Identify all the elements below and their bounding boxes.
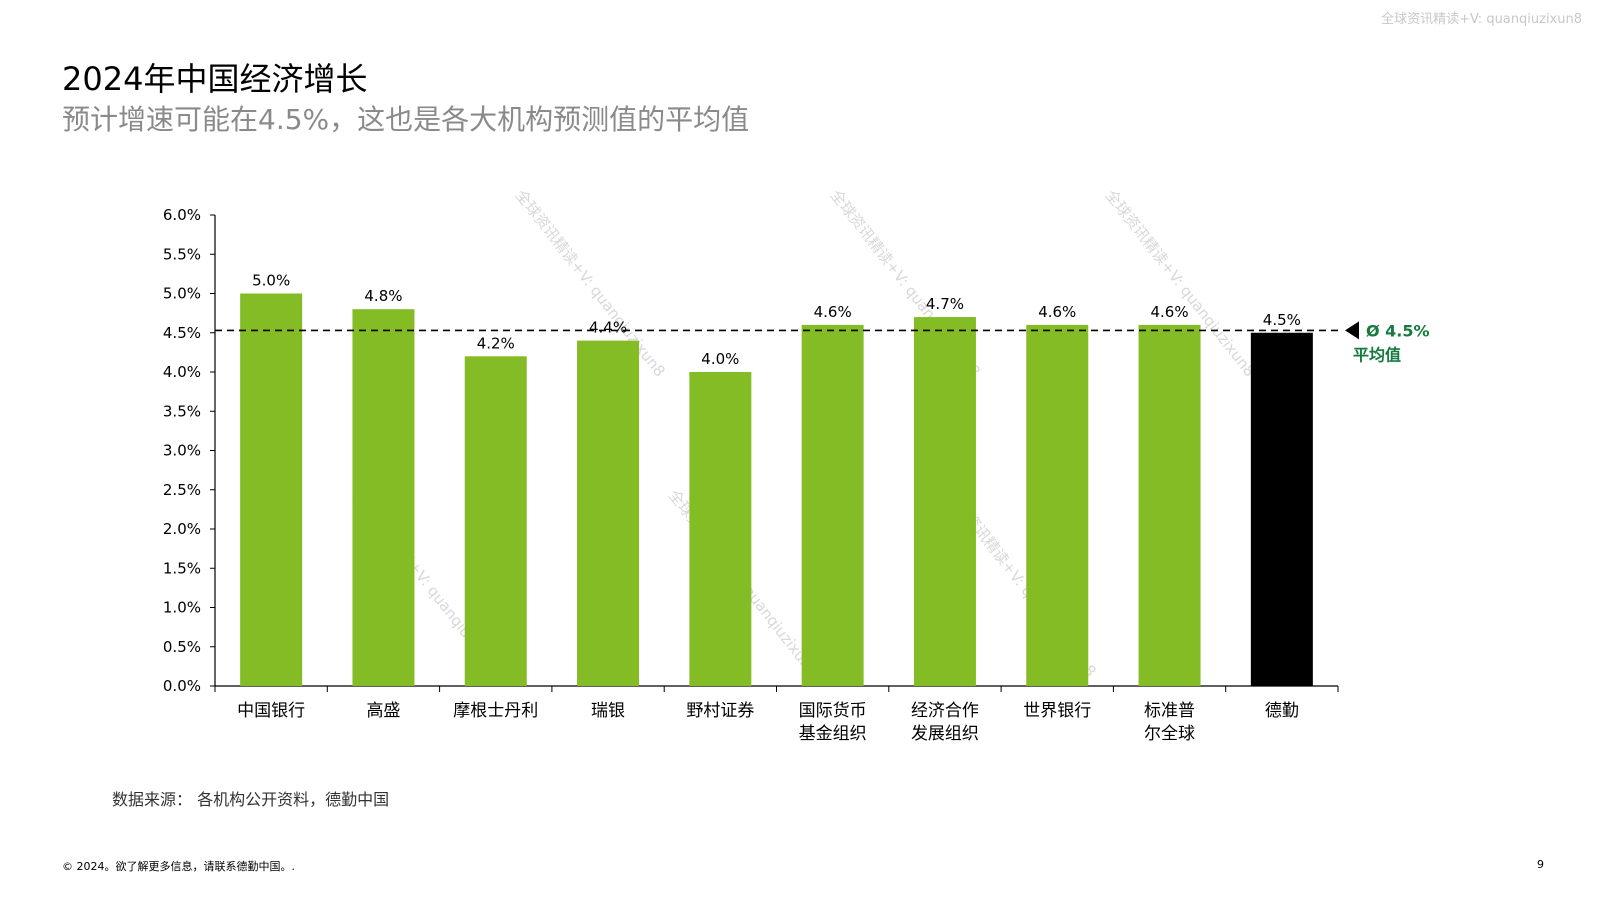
- x-tick-label: 发展组织: [911, 724, 979, 744]
- footer-copyright: © 2024。欲了解更多信息，请联系德勤中国。.: [62, 860, 295, 873]
- data-label: 4.5%: [1263, 311, 1301, 329]
- y-tick-label: 5.0%: [163, 285, 201, 303]
- bar: [913, 317, 976, 686]
- y-tick-label: 4.0%: [163, 363, 201, 381]
- data-label: 4.6%: [814, 303, 852, 321]
- bar: [352, 309, 415, 686]
- bar: [1138, 324, 1201, 686]
- x-tick-label: 尔全球: [1144, 724, 1195, 744]
- bar: [689, 372, 752, 686]
- watermark-text: 全球资讯精读+V: quanqiuzixun8: [1381, 12, 1582, 27]
- page-number: 9: [1537, 858, 1544, 871]
- x-tick-label: 国际货币: [799, 701, 867, 721]
- data-label: 4.8%: [364, 287, 402, 305]
- data-label: 4.2%: [477, 334, 515, 352]
- average-marker-icon: [1345, 321, 1359, 340]
- x-tick-label: 世界银行: [1023, 701, 1091, 721]
- data-label: 4.6%: [1150, 303, 1188, 321]
- x-tick-label: 德勤: [1265, 701, 1299, 721]
- bar: [577, 340, 640, 686]
- data-label: 4.7%: [926, 295, 964, 313]
- x-tick-label: 高盛: [366, 701, 400, 721]
- y-tick-label: 3.0%: [163, 442, 201, 460]
- y-tick-label: 5.5%: [163, 245, 201, 263]
- x-tick-label: 野村证券: [686, 701, 754, 721]
- y-tick-label: 1.0%: [163, 599, 201, 617]
- bar: [240, 293, 303, 686]
- source-note: 数据来源： 各机构公开资料，德勤中国: [112, 790, 390, 809]
- x-tick-label: 摩根士丹利: [453, 701, 538, 721]
- data-label: 4.6%: [1038, 303, 1076, 321]
- y-tick-label: 0.0%: [163, 677, 201, 695]
- bar: [1250, 332, 1313, 686]
- y-tick-label: 6.0%: [163, 206, 201, 224]
- x-tick-label: 经济合作: [911, 701, 979, 721]
- bar: [1026, 324, 1089, 686]
- x-tick-label: 中国银行: [237, 701, 305, 721]
- x-tick-label: 基金组织: [799, 724, 867, 744]
- data-label: 4.4%: [589, 319, 627, 337]
- y-tick-label: 1.5%: [163, 559, 201, 577]
- y-tick-label: 0.5%: [163, 638, 201, 656]
- average-label: Ø 4.5%: [1366, 321, 1430, 340]
- page-title: 2024年中国经济增长: [62, 60, 368, 98]
- data-label: 5.0%: [252, 272, 290, 290]
- page-subtitle: 预计增速可能在4.5%，这也是各大机构预测值的平均值: [62, 103, 750, 136]
- average-sublabel: 平均值: [1353, 345, 1401, 364]
- y-tick-label: 3.5%: [163, 402, 201, 420]
- x-tick-label: 标准普: [1144, 701, 1195, 721]
- bar: [464, 356, 527, 686]
- y-tick-label: 4.5%: [163, 324, 201, 342]
- y-tick-label: 2.0%: [163, 520, 201, 538]
- data-label: 4.0%: [701, 350, 739, 368]
- bar: [801, 324, 864, 686]
- y-tick-label: 2.5%: [163, 481, 201, 499]
- x-tick-label: 瑞银: [591, 701, 625, 721]
